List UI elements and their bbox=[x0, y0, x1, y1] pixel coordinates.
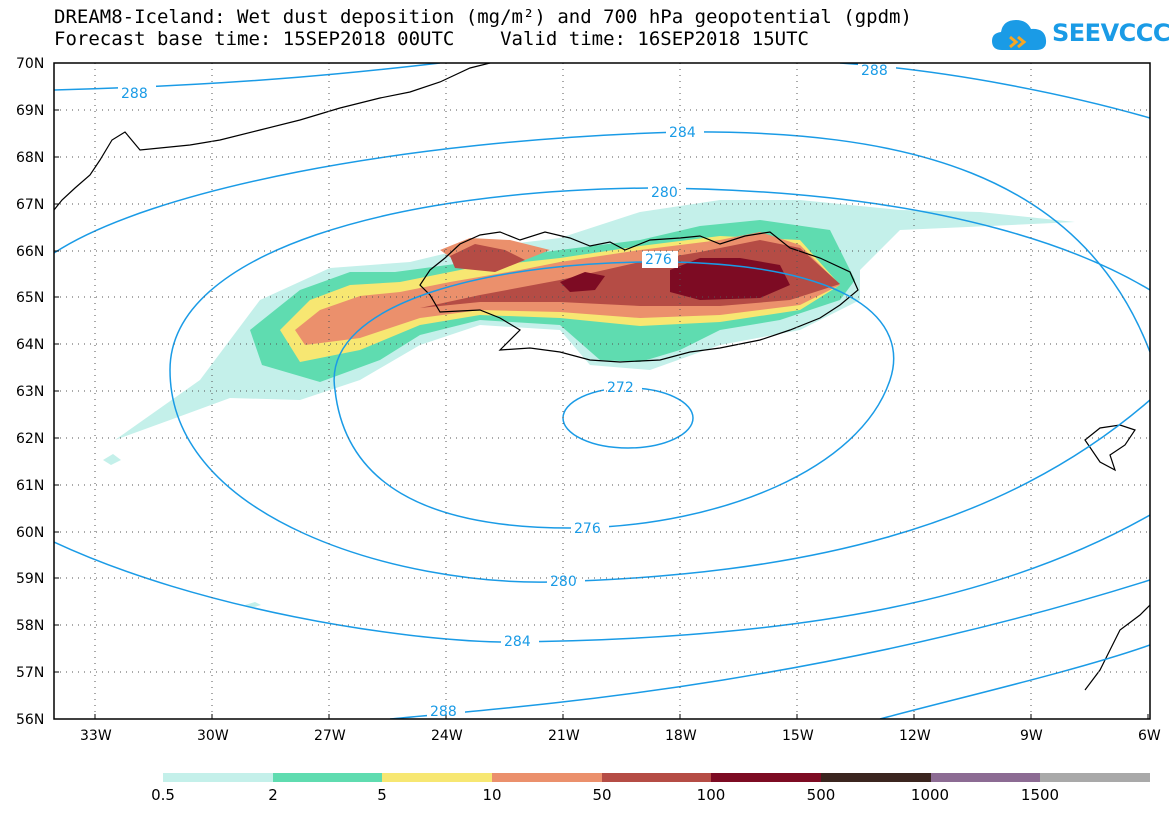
lat-label: 68N bbox=[16, 150, 45, 166]
lon-label: 24W bbox=[431, 728, 463, 744]
legend-swatch bbox=[930, 773, 1041, 782]
lat-label: 60N bbox=[16, 525, 45, 541]
lon-label: 15W bbox=[782, 728, 814, 744]
lon-label: 30W bbox=[197, 728, 229, 744]
lat-label: 69N bbox=[16, 103, 45, 119]
map-title: DREAM8-Iceland: Wet dust deposition (mg/… bbox=[54, 6, 912, 28]
color-legend bbox=[163, 773, 1151, 782]
contour-label: 276 bbox=[574, 521, 601, 537]
lon-label: 12W bbox=[899, 728, 931, 744]
contour-label: 280 bbox=[651, 185, 678, 201]
contour-label: 276 bbox=[645, 252, 672, 268]
legend-label: 100 bbox=[696, 786, 726, 804]
legend-label: 10 bbox=[482, 786, 502, 804]
contour-label: 280 bbox=[550, 574, 577, 590]
lon-label: 18W bbox=[665, 728, 697, 744]
legend-label: 1000 bbox=[910, 786, 950, 804]
legend-swatch bbox=[272, 773, 383, 782]
coastlines bbox=[54, 63, 1150, 691]
contour-label: 284 bbox=[669, 125, 696, 141]
legend-swatch bbox=[163, 773, 273, 782]
lat-label: 62N bbox=[16, 431, 45, 447]
graticule bbox=[54, 63, 1150, 719]
seevccc-logo bbox=[990, 12, 1155, 58]
lat-label: 65N bbox=[16, 290, 45, 306]
lon-label: 6W bbox=[1138, 728, 1161, 744]
legend-swatch bbox=[382, 773, 493, 782]
lat-label: 67N bbox=[16, 197, 45, 213]
legend-swatch bbox=[492, 773, 602, 782]
legend-label: 50 bbox=[592, 786, 612, 804]
forecast-times: Forecast base time: 15SEP2018 00UTC Vali… bbox=[54, 28, 809, 50]
lat-label: 57N bbox=[16, 665, 45, 681]
lat-label: 63N bbox=[16, 384, 45, 400]
lat-label: 61N bbox=[16, 478, 45, 494]
lat-label: 70N bbox=[16, 56, 45, 72]
axis-ticks bbox=[54, 62, 1149, 720]
contour-label-bg bbox=[118, 63, 896, 719]
legend-swatch bbox=[601, 773, 712, 782]
cloud-icon bbox=[992, 20, 1047, 50]
lat-label: 66N bbox=[16, 244, 45, 260]
legend-swatch bbox=[1040, 773, 1151, 782]
contour-label: 272 bbox=[607, 380, 634, 396]
lon-label: 33W bbox=[80, 728, 112, 744]
contour-label: 288 bbox=[121, 86, 148, 102]
legend-swatch bbox=[821, 773, 931, 782]
contour-label: 288 bbox=[861, 63, 888, 79]
legend-label: 0.5 bbox=[151, 786, 175, 804]
lat-label: 56N bbox=[16, 712, 45, 728]
contour-label: 284 bbox=[504, 634, 531, 650]
legend-label: 5 bbox=[377, 786, 387, 804]
lat-label: 58N bbox=[16, 618, 45, 634]
legend-label: 2 bbox=[268, 786, 278, 804]
legend-label: 500 bbox=[806, 786, 836, 804]
logo-text: SEEVCCC bbox=[1052, 19, 1171, 47]
contour-label: 288 bbox=[430, 704, 457, 720]
legend-label: 1500 bbox=[1020, 786, 1060, 804]
lon-label: 27W bbox=[314, 728, 346, 744]
legend-swatch bbox=[711, 773, 822, 782]
lon-label: 9W bbox=[1020, 728, 1043, 744]
lat-label: 59N bbox=[16, 571, 45, 587]
lat-label: 64N bbox=[16, 337, 45, 353]
lon-label: 21W bbox=[548, 728, 580, 744]
